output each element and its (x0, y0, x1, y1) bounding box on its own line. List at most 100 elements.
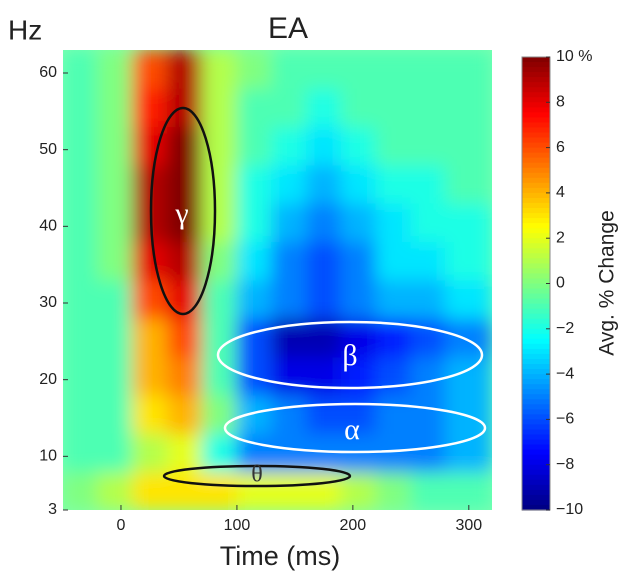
heatmap-cell (445, 164, 492, 204)
colorbar-swatch (522, 474, 550, 481)
heatmap-cell (236, 126, 273, 166)
heatmap-cell (236, 394, 273, 434)
heatmap-cell (166, 471, 203, 510)
colorbar-swatch (522, 263, 550, 269)
heatmap-cell (166, 202, 203, 243)
heatmap-cell (201, 356, 238, 396)
heatmap-cell (201, 279, 238, 319)
colorbar-swatch (522, 238, 550, 244)
heatmap-cell (166, 356, 203, 396)
heatmap-cell (132, 394, 168, 434)
heatmap-cell (340, 241, 377, 281)
colorbar-swatch (522, 404, 550, 410)
y-tick-label: 3 (48, 501, 57, 518)
heatmap-cell (236, 164, 273, 204)
colorbar-swatch (522, 484, 550, 491)
heatmap-cell (166, 394, 203, 434)
heatmap-area (63, 50, 492, 510)
heatmap-cell (63, 241, 99, 281)
colorbar-swatch (522, 147, 550, 154)
heatmap-cell (201, 471, 238, 510)
colorbar-swatch (522, 434, 550, 441)
heatmap-cell (201, 164, 238, 204)
y-axis-label: Hz (8, 14, 42, 45)
colorbar-swatch (522, 384, 550, 390)
colorbar-tick-label: 6 (556, 139, 565, 156)
colorbar-swatch (522, 499, 550, 506)
y-tick-label: 10 (39, 448, 57, 465)
heatmap-cell (410, 87, 447, 128)
colorbar-swatch (522, 137, 550, 144)
colorbar-swatch (522, 374, 550, 380)
heatmap-cell (97, 241, 134, 281)
chart-title: EA (268, 12, 308, 45)
heatmap-cell (375, 202, 412, 243)
colorbar-swatch (522, 389, 550, 395)
colorbar-swatch (522, 333, 550, 340)
y-tick-label: 40 (39, 218, 57, 235)
heatmap-cell (410, 394, 447, 434)
colorbar-swatch (522, 208, 550, 214)
heatmap-cell (132, 87, 168, 128)
colorbar-swatch (522, 167, 550, 174)
colorbar-swatch (522, 489, 550, 496)
colorbar-swatch (522, 87, 550, 93)
heatmap-cell (236, 202, 273, 243)
colorbar-swatch (522, 77, 550, 83)
heatmap-cell (97, 432, 134, 473)
colorbar-swatch (522, 313, 550, 320)
colorbar-swatch (522, 162, 550, 169)
heatmap-cell (445, 317, 492, 358)
colorbar-tick-label: −4 (556, 365, 574, 382)
heatmap-cell (410, 126, 447, 166)
colorbar-swatch (522, 142, 550, 149)
colorbar-swatch (522, 293, 550, 300)
heatmap-cell (201, 50, 238, 89)
heatmap-cell (340, 87, 377, 128)
colorbar-swatch (522, 318, 550, 325)
heatmap-cell (271, 394, 307, 434)
colorbar-swatch (522, 338, 550, 345)
heatmap-cell (271, 471, 307, 510)
colorbar-swatch (522, 253, 550, 259)
heatmap-cell (375, 356, 412, 396)
axes: 0 100 200 300 3 10 20 30 40 50 60 (39, 64, 482, 534)
colorbar-swatch (522, 192, 550, 199)
heatmap-cell (63, 87, 99, 128)
heatmap-cell (340, 50, 377, 89)
heatmap-cell (97, 202, 134, 243)
colorbar-swatch (522, 112, 550, 118)
colorbar-swatch (522, 182, 550, 189)
colorbar-swatch (522, 132, 550, 139)
annotation: α (344, 413, 360, 446)
heatmap-cell (63, 471, 99, 510)
heatmap-cell (166, 241, 203, 281)
heatmap-cell (375, 87, 412, 128)
colorbar-swatch (522, 157, 550, 164)
heatmap-cell (410, 241, 447, 281)
heatmap-cell (63, 394, 99, 434)
heatmap-cell (305, 202, 342, 243)
colorbar-tick-label: 2 (556, 229, 565, 246)
heatmap-cell (375, 241, 412, 281)
colorbar-swatch (522, 364, 550, 370)
heatmap-cell (132, 279, 168, 319)
colorbar-swatch (522, 399, 550, 405)
heatmap-cell (97, 394, 134, 434)
colorbar-swatch (522, 298, 550, 305)
colorbar-swatch (522, 454, 550, 461)
heatmap-cell (340, 126, 377, 166)
heatmap-cell (375, 126, 412, 166)
heatmap-cell (305, 279, 342, 319)
colorbar-tick-label: −8 (556, 456, 574, 473)
colorbar-swatch (522, 369, 550, 375)
heatmap-cell (305, 356, 342, 396)
heatmap-cell (445, 126, 492, 166)
colorbar-swatch (522, 379, 550, 385)
heatmap-cell (63, 126, 99, 166)
heatmap-cell (271, 356, 307, 396)
heatmap-cell (375, 50, 412, 89)
colorbar-swatch (522, 57, 550, 63)
colorbar-swatch (522, 107, 550, 113)
